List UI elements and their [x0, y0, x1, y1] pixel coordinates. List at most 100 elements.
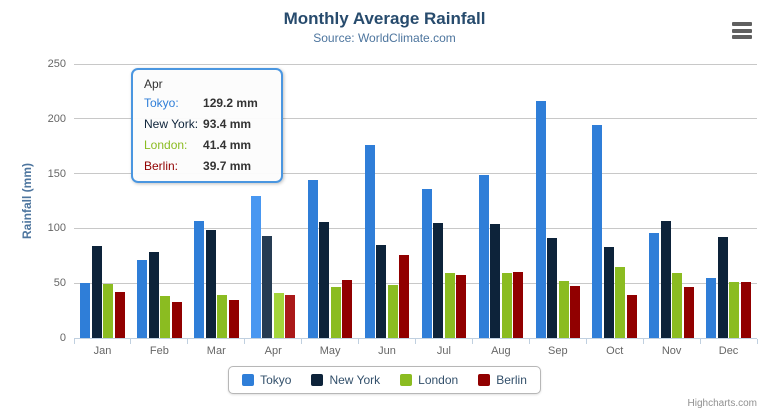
- bar-london-nov[interactable]: [672, 273, 683, 338]
- x-tick-label-jun: Jun: [378, 345, 396, 357]
- x-tick-mark: [528, 339, 530, 344]
- legend-item-new-york[interactable]: New York: [311, 373, 380, 387]
- bar-new-york-nov[interactable]: [660, 221, 671, 338]
- bar-tokyo-feb[interactable]: [137, 259, 148, 338]
- bar-new-york-jul[interactable]: [433, 222, 444, 338]
- bar-tokyo-oct[interactable]: [592, 125, 603, 338]
- x-tick-label-oct: Oct: [606, 345, 624, 357]
- bar-berlin-sep[interactable]: [570, 285, 581, 338]
- bar-new-york-feb[interactable]: [148, 251, 159, 338]
- bar-group-nov: [643, 64, 700, 338]
- bar-tokyo-jul[interactable]: [421, 189, 432, 338]
- bar-berlin-dec[interactable]: [740, 282, 751, 338]
- x-tick-label-aug: Aug: [491, 345, 511, 357]
- bar-london-apr[interactable]: [273, 292, 284, 338]
- bar-berlin-jul[interactable]: [456, 275, 467, 338]
- bar-london-feb[interactable]: [160, 295, 171, 338]
- bar-tokyo-mar[interactable]: [194, 221, 205, 338]
- bar-tokyo-sep[interactable]: [535, 100, 546, 338]
- bar-new-york-aug[interactable]: [490, 223, 501, 338]
- hamburger-stripe: [732, 28, 752, 33]
- bar-group-sep: [529, 64, 586, 338]
- legend-item-london[interactable]: London: [400, 373, 458, 387]
- bar-new-york-mar[interactable]: [205, 230, 216, 338]
- bar-london-sep[interactable]: [558, 280, 569, 338]
- gridline-250: [74, 63, 757, 65]
- bar-new-york-dec[interactable]: [717, 236, 728, 338]
- bar-berlin-feb[interactable]: [171, 301, 182, 338]
- bar-new-york-apr[interactable]: [262, 235, 273, 338]
- x-tick-label-jul: Jul: [436, 345, 451, 357]
- legend-item-tokyo[interactable]: Tokyo: [242, 373, 291, 387]
- y-tick-label-250: 250: [47, 58, 66, 70]
- tooltip-series-value: 93.4 mm: [203, 117, 252, 131]
- bar-berlin-apr[interactable]: [285, 294, 296, 338]
- legend-swatch-new-york: [311, 374, 324, 386]
- credits-link[interactable]: Highcharts.com: [687, 398, 757, 409]
- bar-tokyo-nov[interactable]: [649, 233, 660, 338]
- x-tick-mark: [73, 339, 75, 344]
- bar-new-york-oct[interactable]: [603, 246, 614, 338]
- tooltip-series-label: Tokyo:: [144, 96, 179, 110]
- bar-london-oct[interactable]: [615, 266, 626, 338]
- x-tick-mark: [756, 339, 758, 344]
- bar-tokyo-dec[interactable]: [706, 278, 717, 338]
- x-tick-mark: [187, 339, 189, 344]
- bar-new-york-jan[interactable]: [91, 246, 102, 338]
- bar-new-york-may[interactable]: [319, 221, 330, 338]
- bar-group-feb: [131, 64, 188, 338]
- legend-label-tokyo: Tokyo: [260, 373, 292, 387]
- bar-berlin-may[interactable]: [342, 280, 353, 338]
- bar-london-dec[interactable]: [729, 281, 740, 338]
- legend-label-london: London: [418, 373, 459, 387]
- gridline-150: [74, 173, 757, 175]
- bar-tokyo-aug[interactable]: [478, 175, 489, 338]
- x-tick-label-mar: Mar: [206, 345, 226, 357]
- y-tick-label-100: 100: [47, 222, 66, 235]
- tooltip-series-value: 41.4 mm: [203, 138, 252, 152]
- bar-tokyo-jun[interactable]: [364, 145, 375, 338]
- bar-london-jun[interactable]: [387, 285, 398, 338]
- chart-title: Monthly Average Rainfall: [283, 9, 486, 28]
- tooltip-series-label: London:: [144, 138, 188, 152]
- legend-item-berlin[interactable]: Berlin: [478, 373, 527, 387]
- bar-london-aug[interactable]: [501, 272, 512, 338]
- bar-group-aug: [472, 64, 529, 338]
- bar-berlin-mar[interactable]: [228, 300, 239, 338]
- legend-swatch-tokyo: [242, 374, 255, 386]
- bar-group-mar: [188, 64, 245, 338]
- x-tick-mark: [358, 339, 360, 344]
- bar-berlin-jun[interactable]: [399, 255, 410, 338]
- hamburger-stripe: [732, 35, 752, 39]
- x-tick-mark: [415, 339, 416, 344]
- bar-group-may: [302, 64, 359, 338]
- tooltip-series-value: 129.2 mm: [203, 96, 258, 110]
- bar-berlin-oct[interactable]: [626, 295, 637, 338]
- x-tick-label-dec: Dec: [718, 345, 739, 357]
- x-tick-mark: [244, 339, 246, 344]
- export-menu-icon[interactable]: [732, 22, 752, 39]
- gridline-50: [74, 282, 757, 284]
- legend-swatch-berlin: [478, 374, 491, 386]
- hamburger-stripe: [732, 22, 752, 26]
- bar-berlin-aug[interactable]: [513, 271, 524, 338]
- x-tick-mark: [130, 339, 132, 344]
- bar-group-apr: [245, 64, 302, 338]
- bar-tokyo-may[interactable]: [307, 180, 318, 338]
- legend-swatch-london: [400, 374, 413, 386]
- bar-berlin-nov[interactable]: [683, 286, 694, 338]
- x-tick-label-sep: Sep: [547, 345, 568, 357]
- bar-berlin-jan[interactable]: [114, 291, 125, 338]
- bar-new-york-sep[interactable]: [547, 238, 558, 338]
- bar-tokyo-jan[interactable]: [80, 283, 91, 338]
- x-tick-mark: [699, 339, 701, 344]
- bar-tokyo-apr[interactable]: [250, 196, 261, 338]
- bar-london-jul[interactable]: [444, 273, 455, 338]
- bar-london-mar[interactable]: [217, 294, 228, 338]
- bar-london-may[interactable]: [330, 286, 341, 338]
- bar-new-york-jun[interactable]: [376, 245, 387, 338]
- y-tick-label-0: 0: [59, 332, 66, 344]
- bar-london-jan[interactable]: [103, 284, 114, 338]
- y-tick-label-150: 150: [47, 167, 66, 180]
